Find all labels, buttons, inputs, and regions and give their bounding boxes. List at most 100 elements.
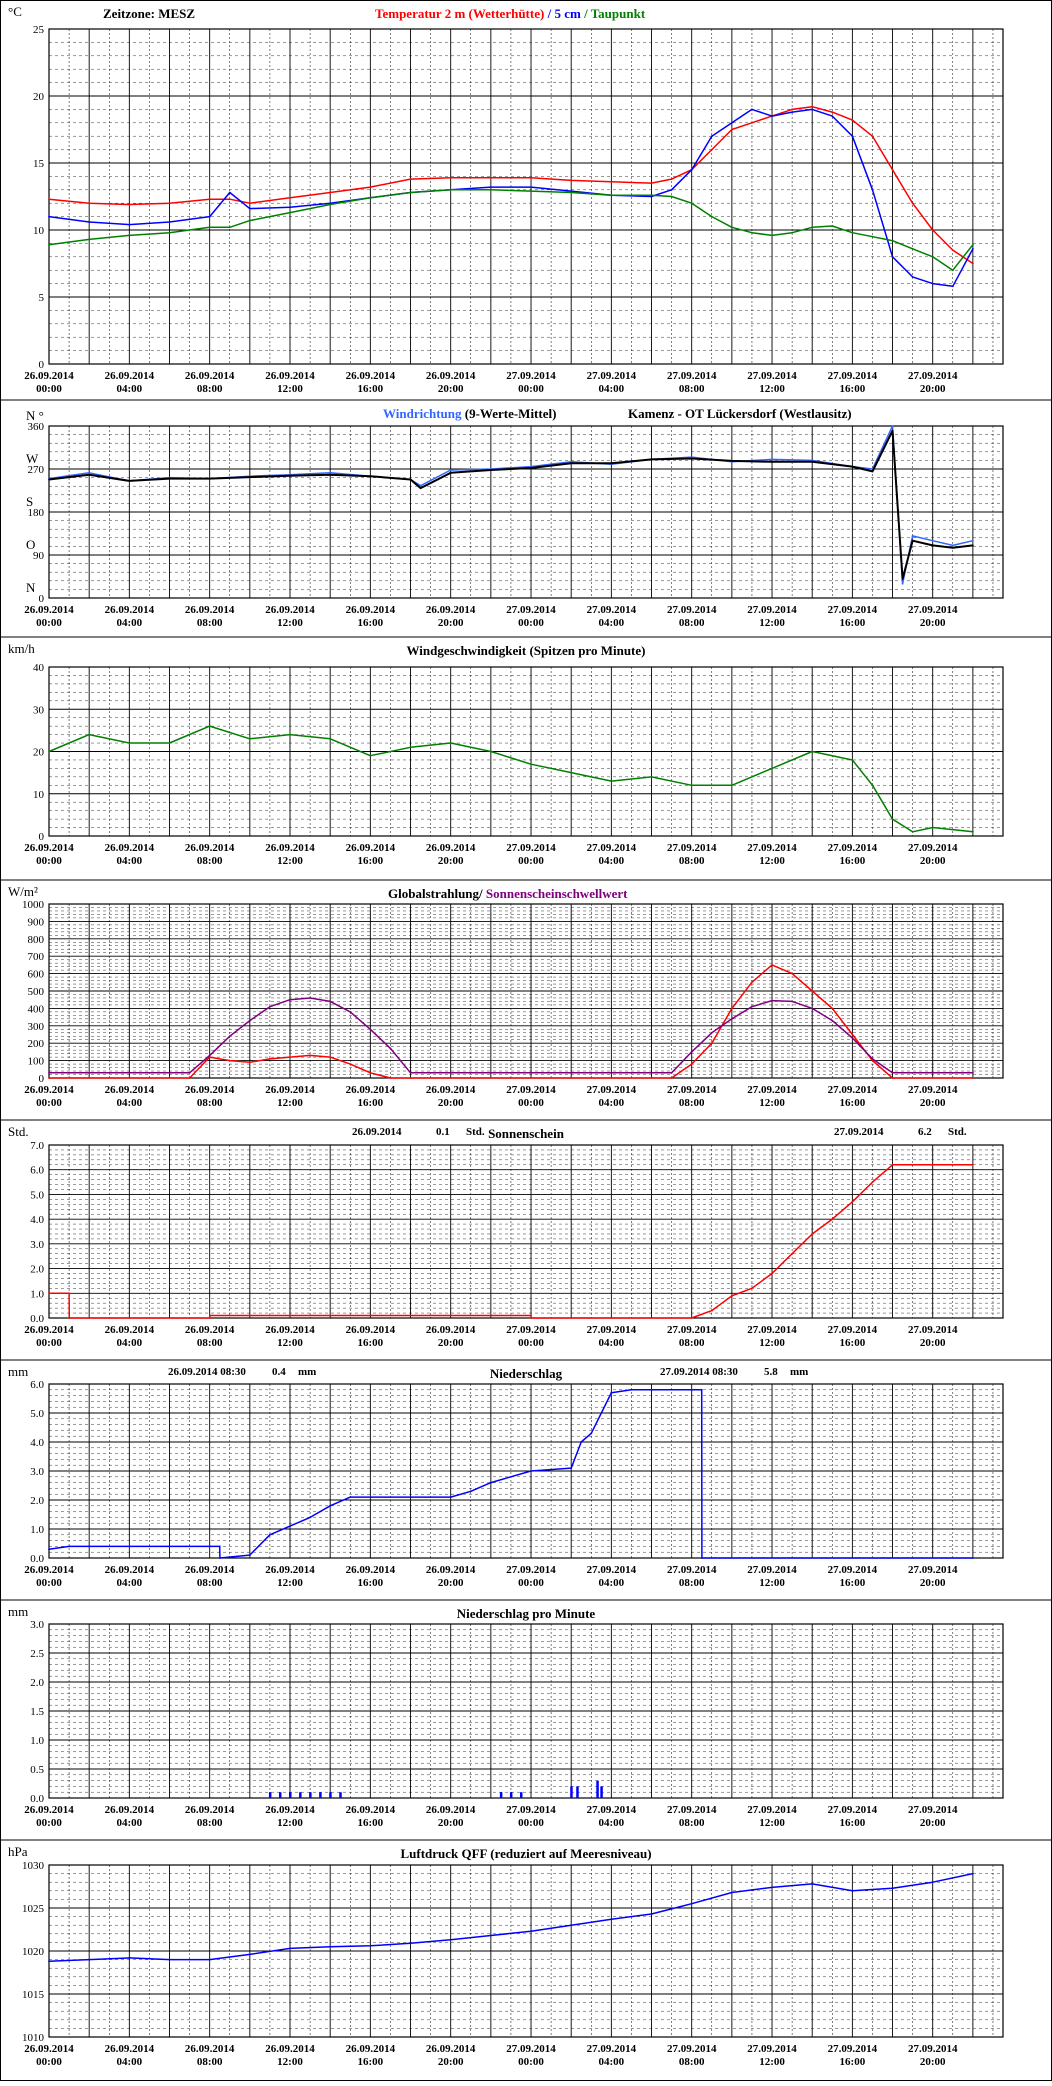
data-point — [128, 234, 131, 237]
data-point — [168, 1958, 171, 1961]
data-point — [419, 487, 422, 489]
data-point — [670, 195, 673, 198]
title-part: (9-Werte-Mittel) — [462, 406, 557, 421]
x-tick-time: 16:00 — [358, 2056, 384, 2068]
x-tick-time: 12:00 — [277, 383, 303, 395]
x-tick-time: 12:00 — [277, 1337, 303, 1349]
data-point — [731, 128, 733, 131]
plot-frame — [48, 1144, 1004, 1319]
x-tick-time: 20:00 — [438, 1337, 464, 1349]
data-point — [771, 234, 773, 237]
data-point — [791, 1252, 793, 1255]
data-point — [128, 223, 131, 226]
data-point — [650, 194, 653, 197]
data-point — [490, 188, 492, 191]
x-tick-time: 12:00 — [277, 1577, 303, 1589]
data-point — [490, 186, 492, 189]
title-part: Sonnenscheinschwellwert — [486, 886, 628, 901]
series-line-0 — [48, 1389, 973, 1559]
compass-label: N ° — [26, 408, 44, 423]
data-point — [228, 198, 231, 201]
plot-frame — [48, 28, 1004, 365]
data-point — [751, 1005, 753, 1008]
compass-label: W — [26, 451, 39, 466]
data-point — [771, 1272, 773, 1275]
data-point — [228, 191, 231, 194]
data-point — [891, 168, 894, 171]
data-point — [289, 211, 291, 214]
x-tick-time: 20:00 — [438, 1577, 464, 1589]
data-point — [670, 1071, 673, 1074]
data-point — [690, 1317, 693, 1319]
data-point — [751, 121, 753, 124]
x-tick-time: 16:00 — [358, 1817, 384, 1829]
x-tick-date: 27.09.2014 — [828, 370, 878, 382]
x-tick-time: 08:00 — [679, 1817, 705, 1829]
plot-frame — [48, 1623, 1004, 1799]
x-tick-date: 27.09.2014 — [747, 1084, 797, 1096]
data-point — [128, 742, 131, 744]
data-bar — [509, 1792, 513, 1798]
data-point — [168, 742, 171, 744]
x-tick-date: 26.09.2014 — [24, 2043, 74, 2055]
data-point — [951, 544, 954, 547]
y-tick-label: 0.0 — [30, 1793, 44, 1805]
y-tick-label: 10 — [33, 225, 45, 237]
data-point — [972, 247, 974, 250]
data-point — [228, 226, 231, 229]
data-point — [369, 1028, 372, 1031]
data-point — [349, 1496, 352, 1498]
summary-unit: Std. — [948, 1126, 967, 1138]
x-tick-date: 26.09.2014 — [24, 1804, 74, 1816]
data-point — [811, 108, 814, 111]
x-tick-date: 27.09.2014 — [747, 1324, 797, 1336]
x-tick-date: 27.09.2014 — [506, 1804, 556, 1816]
x-tick-time: 16:00 — [840, 1097, 866, 1109]
panel-precip_min: 0.00.51.01.52.02.53.0mm26.09.201400:0026… — [0, 1599, 1052, 1829]
data-point — [690, 1902, 693, 1905]
data-point — [831, 1019, 834, 1022]
x-tick-time: 08:00 — [197, 1337, 223, 1349]
x-tick-time: 16:00 — [840, 1817, 866, 1829]
data-point — [48, 198, 50, 201]
x-tick-date: 26.09.2014 — [105, 370, 155, 382]
x-tick-date: 26.09.2014 — [265, 842, 315, 854]
x-tick-date: 26.09.2014 — [24, 1084, 74, 1096]
x-tick-time: 12:00 — [759, 617, 785, 629]
x-tick-time: 00:00 — [36, 1337, 62, 1349]
x-tick-date: 27.09.2014 — [506, 370, 556, 382]
data-point — [951, 249, 954, 252]
y-tick-label: 360 — [28, 421, 45, 433]
data-point — [228, 1035, 231, 1038]
data-point — [469, 1490, 472, 1493]
data-point — [871, 784, 874, 787]
data-point — [831, 115, 834, 117]
series-line-1 — [48, 429, 974, 580]
x-tick-date: 27.09.2014 — [908, 1084, 958, 1096]
x-tick-time: 04:00 — [117, 1097, 143, 1109]
panel-precip: 0.01.02.03.04.05.06.0mm26.09.201400:0026… — [0, 1359, 1052, 1589]
x-tick-date: 27.09.2014 — [506, 604, 556, 616]
y-tick-label: 0 — [39, 1073, 45, 1085]
x-tick-date: 26.09.2014 — [346, 370, 396, 382]
data-point — [289, 998, 291, 1001]
x-tick-time: 00:00 — [36, 855, 62, 867]
x-tick-date: 26.09.2014 — [185, 1324, 235, 1336]
x-tick-time: 04:00 — [599, 855, 625, 867]
data-point — [650, 1913, 653, 1915]
x-tick-time: 08:00 — [197, 1817, 223, 1829]
data-point — [48, 1077, 50, 1079]
data-point — [349, 1063, 352, 1065]
x-tick-time: 04:00 — [599, 1817, 625, 1829]
data-point — [208, 198, 211, 201]
x-tick-time: 08:00 — [197, 383, 223, 395]
x-tick-time: 04:00 — [117, 1577, 143, 1589]
data-point — [88, 473, 91, 476]
x-tick-time: 16:00 — [358, 855, 384, 867]
data-point — [289, 733, 291, 736]
data-point — [289, 1947, 291, 1950]
y-tick-label: 300 — [28, 1021, 45, 1033]
data-point — [68, 1545, 70, 1548]
x-tick-time: 00:00 — [518, 617, 544, 629]
data-point — [690, 784, 693, 787]
